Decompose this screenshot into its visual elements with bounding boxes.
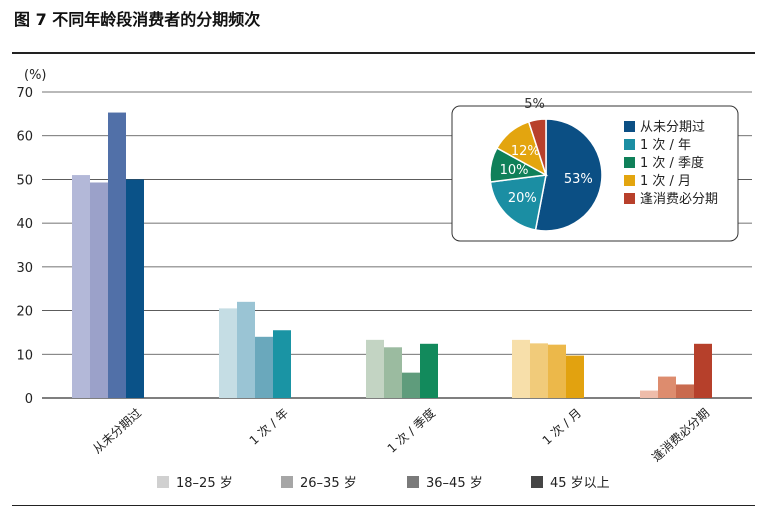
bar-2-3 [420, 343, 438, 398]
y-tick-label: 20 [16, 305, 33, 320]
y-tick-label: 30 [16, 261, 33, 276]
y-tick-label: 50 [16, 173, 33, 188]
bar-4-0 [640, 390, 658, 398]
legend-label-0: 18–25 岁 [176, 476, 233, 491]
legend-label-2: 36–45 岁 [426, 476, 483, 491]
bar-3-1 [530, 343, 548, 398]
y-axis-ticks: 0 10 20 30 40 50 60 70 [16, 86, 33, 407]
y-tick-label: 0 [25, 392, 33, 407]
pie-slice-4 [527, 118, 547, 176]
legend-swatch-1 [281, 476, 293, 488]
bar-0-2 [108, 112, 126, 398]
pie-legend-swatch-2 [624, 157, 635, 168]
pie-legend-label-1: 1 次 / 年 [640, 137, 691, 153]
category-label-0: 从未分期过 [90, 406, 144, 457]
bar-0-3 [126, 179, 144, 398]
bar-series [72, 112, 712, 398]
pie-slice-0 [534, 118, 603, 232]
pie-slice-1 [489, 174, 547, 231]
pie-legend-label-3: 1 次 / 月 [640, 173, 691, 189]
title-rule [12, 52, 755, 54]
pie-legend-label-0: 从未分期过 [640, 120, 705, 135]
category-label-2: 1 次 / 季度 [384, 405, 438, 456]
grid-lines [42, 91, 752, 399]
pie-legend-label-4: 逢消费必分期 [640, 192, 718, 207]
bar-4-2 [676, 384, 694, 398]
legend-swatch-2 [407, 476, 419, 488]
pie-label-1: 20% [508, 191, 537, 206]
pie-legend-label-2: 1 次 / 季度 [640, 155, 704, 171]
bottom-rule [12, 505, 755, 506]
pie-slice-labels: 53% 20% 10% 12% 5% [500, 97, 593, 206]
legend-label-3: 45 岁以上 [550, 476, 610, 491]
bar-1-0 [219, 308, 237, 398]
category-label-1: 1 次 / 年 [247, 406, 291, 448]
y-tick-label: 70 [16, 86, 33, 101]
bar-3-2 [548, 344, 566, 398]
bar-1-1 [237, 301, 255, 398]
pie-label-2: 10% [500, 163, 529, 178]
pie-label-3: 12% [511, 144, 540, 159]
y-axis-unit: (%) [24, 68, 47, 83]
bar-2-2 [402, 372, 420, 398]
bar-legend: 18–25 岁 26–35 岁 36–45 岁 45 岁以上 [157, 476, 610, 491]
x-axis-category-labels: 从未分期过 1 次 / 年 1 次 / 季度 1 次 / 月 逢消费必分期 [90, 405, 712, 464]
bar-2-0 [366, 339, 384, 398]
bar-4-1 [658, 376, 676, 398]
bar-4-3 [694, 343, 712, 398]
bar-0-0 [72, 175, 90, 398]
y-tick-label: 60 [16, 130, 33, 145]
bar-1-3 [273, 330, 291, 398]
y-tick-label: 40 [16, 217, 33, 232]
pie-legend-swatch-1 [624, 139, 635, 150]
pie-label-0: 53% [564, 172, 593, 187]
y-tick-label: 10 [16, 348, 33, 363]
chart-title: 图 7 不同年龄段消费者的分期频次 [14, 10, 261, 29]
legend-swatch-0 [157, 476, 169, 488]
category-label-3: 1 次 / 月 [540, 406, 584, 448]
pie-legend-swatch-3 [624, 175, 635, 186]
pie-slices [489, 118, 603, 232]
legend-swatch-3 [531, 476, 543, 488]
bar-0-1 [90, 182, 108, 398]
pie-label-4: 5% [524, 97, 545, 112]
pie-legend-swatch-4 [624, 193, 635, 204]
legend-label-1: 26–35 岁 [300, 476, 357, 491]
pie-legend-swatch-0 [624, 121, 635, 132]
bar-2-1 [384, 347, 402, 398]
bar-3-0 [512, 339, 530, 398]
pie-inset: 53% 20% 10% 12% 5% 从未分期过 1 次 / 年 1 次 / 季度 1 次 /… [451, 97, 739, 242]
bar-1-2 [255, 336, 273, 398]
category-label-4: 逢消费必分期 [649, 406, 712, 465]
bar-3-3 [566, 355, 584, 398]
